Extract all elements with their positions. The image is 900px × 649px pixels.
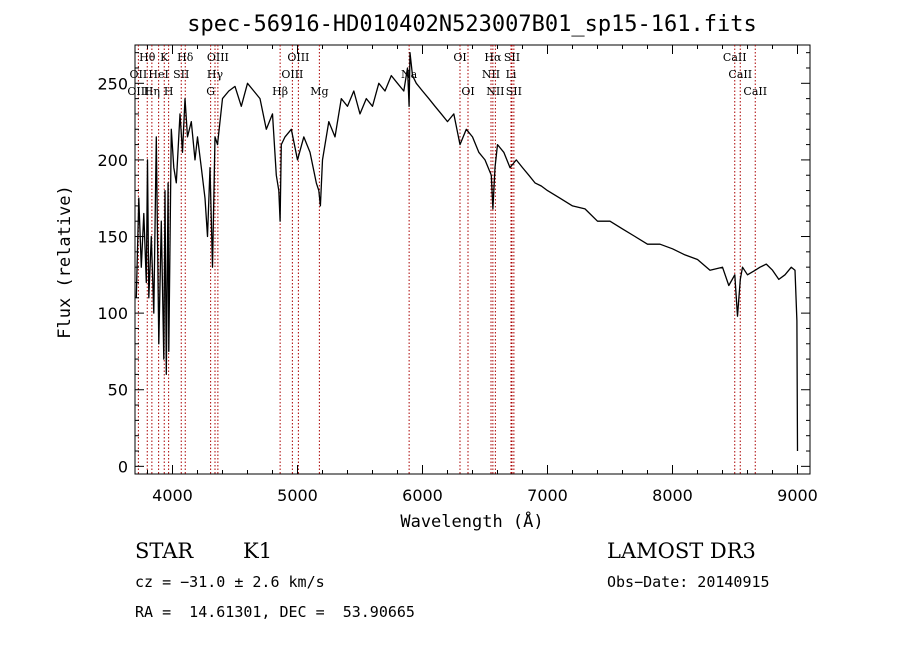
spectral-line-label: NII (482, 68, 500, 81)
spectral-line-label: OIII (281, 68, 303, 81)
spectral-line-label: OI (461, 85, 474, 98)
spectral-line-label: Mg (310, 85, 328, 98)
sky-coordinates: RA = 14.61301, DEC = 53.90665 (135, 603, 415, 621)
spectral-line-label: CaII (743, 85, 767, 98)
spectral-line-label: Hδ (177, 51, 194, 64)
spectral-line-label: NII (486, 85, 504, 98)
spectral-line-label: HeI (148, 68, 168, 81)
spectral-line-label: Hα (484, 51, 502, 64)
y-tick-label: 250 (97, 74, 128, 93)
y-tick-label: 0 (118, 457, 128, 476)
spectral-line-label: SII (504, 51, 520, 64)
x-tick-label: 7000 (527, 486, 568, 505)
spectral-line-label: CaII (723, 51, 747, 64)
spectral-line-label: OII (130, 68, 148, 81)
spectral-line-label: Hγ (207, 68, 224, 81)
x-tick-label: 4000 (152, 486, 193, 505)
spectral-line-label: CaII (728, 68, 752, 81)
y-tick-label: 150 (97, 228, 128, 247)
spectrum-line (135, 52, 799, 452)
redshift-velocity: cz = −31.0 ± 2.6 km/s (135, 573, 325, 591)
spectral-line-label: SII (173, 68, 189, 81)
y-tick-label: 200 (97, 151, 128, 170)
y-tick-label: 50 (108, 381, 128, 400)
spectral-line-label: Hη (144, 85, 160, 98)
y-axis-label: Flux (relative) (55, 185, 75, 339)
spectral-line-label: SII (506, 85, 522, 98)
x-tick-label: 6000 (402, 486, 443, 505)
spectral-line-label: OI (453, 51, 466, 64)
x-tick-label: 8000 (652, 486, 693, 505)
x-tick-label: 9000 (777, 486, 818, 505)
spectral-line-label: Hθ (139, 51, 156, 64)
spectral-subclass: K1 (243, 539, 273, 563)
spectral-line-label: OIII (127, 85, 149, 98)
y-tick-label: 100 (97, 304, 128, 323)
observation-date: Obs−Date: 20140915 (607, 573, 770, 591)
object-type: STAR (135, 539, 194, 563)
x-axis-label: Wavelength (Å) (400, 510, 543, 532)
plot-frame (134, 44, 811, 475)
spectral-line-label: G (206, 85, 215, 98)
spectral-line-label: OIII (287, 51, 309, 64)
survey-name: LAMOST DR3 (607, 539, 756, 563)
chart-title: spec-56916-HD010402N523007B01_sp15-161.f… (187, 12, 757, 37)
spectral-line-label: Hβ (272, 85, 288, 98)
spectral-line-label: K (160, 51, 169, 64)
spectral-line-label: H (164, 85, 174, 98)
spectral-line-label: Li (506, 68, 517, 81)
spectral-line-label: OIII (207, 51, 229, 64)
x-tick-label: 5000 (277, 486, 318, 505)
